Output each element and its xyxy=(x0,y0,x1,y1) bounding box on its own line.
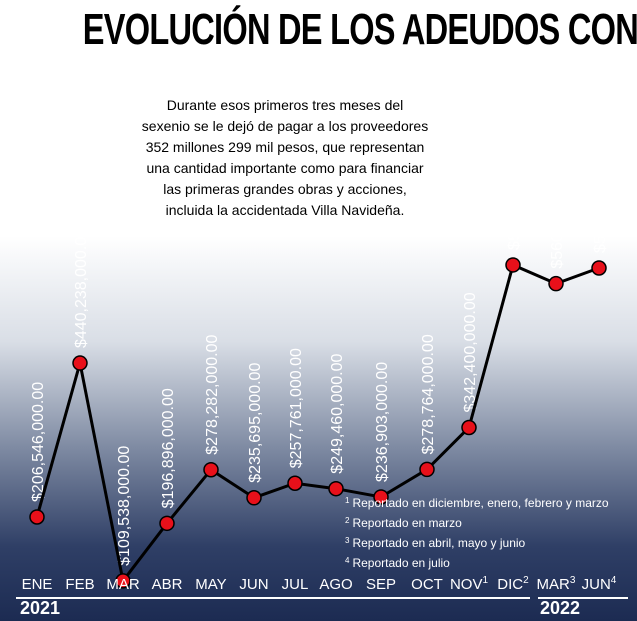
x-tick-label: NOV1 xyxy=(450,575,489,593)
data-point xyxy=(419,461,435,478)
data-point xyxy=(548,275,564,292)
description-line: incluida la accidentada Villa Navideña. xyxy=(165,202,405,218)
data-label: $257,761,000.00 xyxy=(288,348,305,468)
data-label: $342,400,000.00 xyxy=(462,292,479,412)
x-axis-labels: ENE FEB MAR ABR MAY JUN JUL AGO SEP OCT NOV1 DIC2 MA… xyxy=(22,575,617,593)
data-point xyxy=(328,480,344,497)
data-point xyxy=(115,573,131,589)
data-point xyxy=(72,355,88,371)
year-label-2021: 2021 xyxy=(20,598,60,618)
data-labels: $206,546,000.00 $440,238,000.00 $109,538,0… xyxy=(30,130,609,566)
data-label: $236,903,000.00 xyxy=(374,362,391,482)
x-tick-label: JUN xyxy=(239,576,268,593)
data-label: $196,896,000.00 xyxy=(160,388,177,508)
footnote: 2 Reportado en marzo xyxy=(345,512,609,532)
data-point xyxy=(287,475,303,491)
description-line: las primeras grandes obras y acciones, xyxy=(163,181,407,197)
footnote: 4 Reportado en julio xyxy=(345,552,609,572)
data-label: $278,764,000.00 xyxy=(420,334,437,454)
x-tick-label: OCT xyxy=(411,576,443,593)
page-title: EVOLUCIÓN DE LOS ADEUDOS CON PROVEEDORES xyxy=(82,5,637,54)
data-point xyxy=(591,260,607,276)
footnote: 1 Reportado en diciembre, enero, febrero … xyxy=(345,492,609,512)
x-tick-label: MAR xyxy=(106,576,140,593)
year-label-2022: 2022 xyxy=(540,598,580,618)
data-point xyxy=(159,515,175,532)
x-tick-label: MAY xyxy=(195,576,226,593)
x-tick-footnote-mark: 2 xyxy=(523,575,529,586)
footnote-text: Reportado en julio xyxy=(352,556,450,570)
description-line: 352 millones 299 mil pesos, que represen… xyxy=(145,139,425,155)
x-tick-label: ABR xyxy=(152,576,183,593)
x-tick-label: ENE xyxy=(22,576,53,593)
description-line: sexenio se le dejó de pagar a los provee… xyxy=(141,118,429,134)
x-tick-label: DIC2 xyxy=(497,575,529,593)
footnote-text: Reportado en marzo xyxy=(352,516,462,530)
data-label: $440,238,000.00 xyxy=(73,228,90,348)
series-line xyxy=(35,262,600,585)
x-tick-label: MAR3 xyxy=(537,575,576,593)
footnote: 3 Reportado en abril, mayo y junio xyxy=(345,532,609,552)
data-label: $584,563,000.00 xyxy=(592,133,609,253)
data-markers xyxy=(29,257,607,589)
footnote-text: Reportado en abril, mayo y junio xyxy=(352,536,526,550)
x-tick-label: SEP xyxy=(366,576,396,593)
x-tick-label: FEB xyxy=(65,576,94,593)
data-point xyxy=(505,257,521,273)
footnote-mark: 4 xyxy=(345,556,350,565)
data-label: $589,202,000.00 xyxy=(506,130,523,250)
description-line: una cantidad importante como para financ… xyxy=(146,160,424,176)
description-text: Durante esos primeros tres meses del sex… xyxy=(120,95,450,221)
x-tick-label: JUN4 xyxy=(582,575,617,593)
data-point xyxy=(373,489,389,505)
x-tick-footnote-mark: 1 xyxy=(482,575,488,586)
data-label: $560,766,000.00 xyxy=(549,148,566,268)
data-label: $206,546,000.00 xyxy=(30,382,47,502)
footnote-mark: 3 xyxy=(345,536,350,545)
data-point xyxy=(29,509,45,525)
data-point xyxy=(461,419,477,436)
footnote-mark: 2 xyxy=(345,516,350,525)
x-tick-label: AGO xyxy=(319,576,352,593)
data-point xyxy=(246,490,262,506)
footnotes: 1 Reportado en diciembre, enero, febrero … xyxy=(345,492,609,572)
x-tick-footnote-mark: 3 xyxy=(570,575,576,586)
footnote-mark: 1 xyxy=(345,496,350,505)
data-label: $249,460,000.00 xyxy=(329,353,346,473)
x-tick-label: JUL xyxy=(282,576,309,593)
data-label: $109,538,000.00 xyxy=(116,446,133,566)
data-point xyxy=(203,461,219,478)
description-line: Durante esos primeros tres meses del xyxy=(166,97,404,113)
data-label: $278,282,000.00 xyxy=(204,335,221,455)
footnote-text: Reportado en diciembre, enero, febrero y… xyxy=(352,496,609,510)
data-label: $235,695,000.00 xyxy=(247,363,264,483)
x-tick-footnote-mark: 4 xyxy=(611,575,617,586)
